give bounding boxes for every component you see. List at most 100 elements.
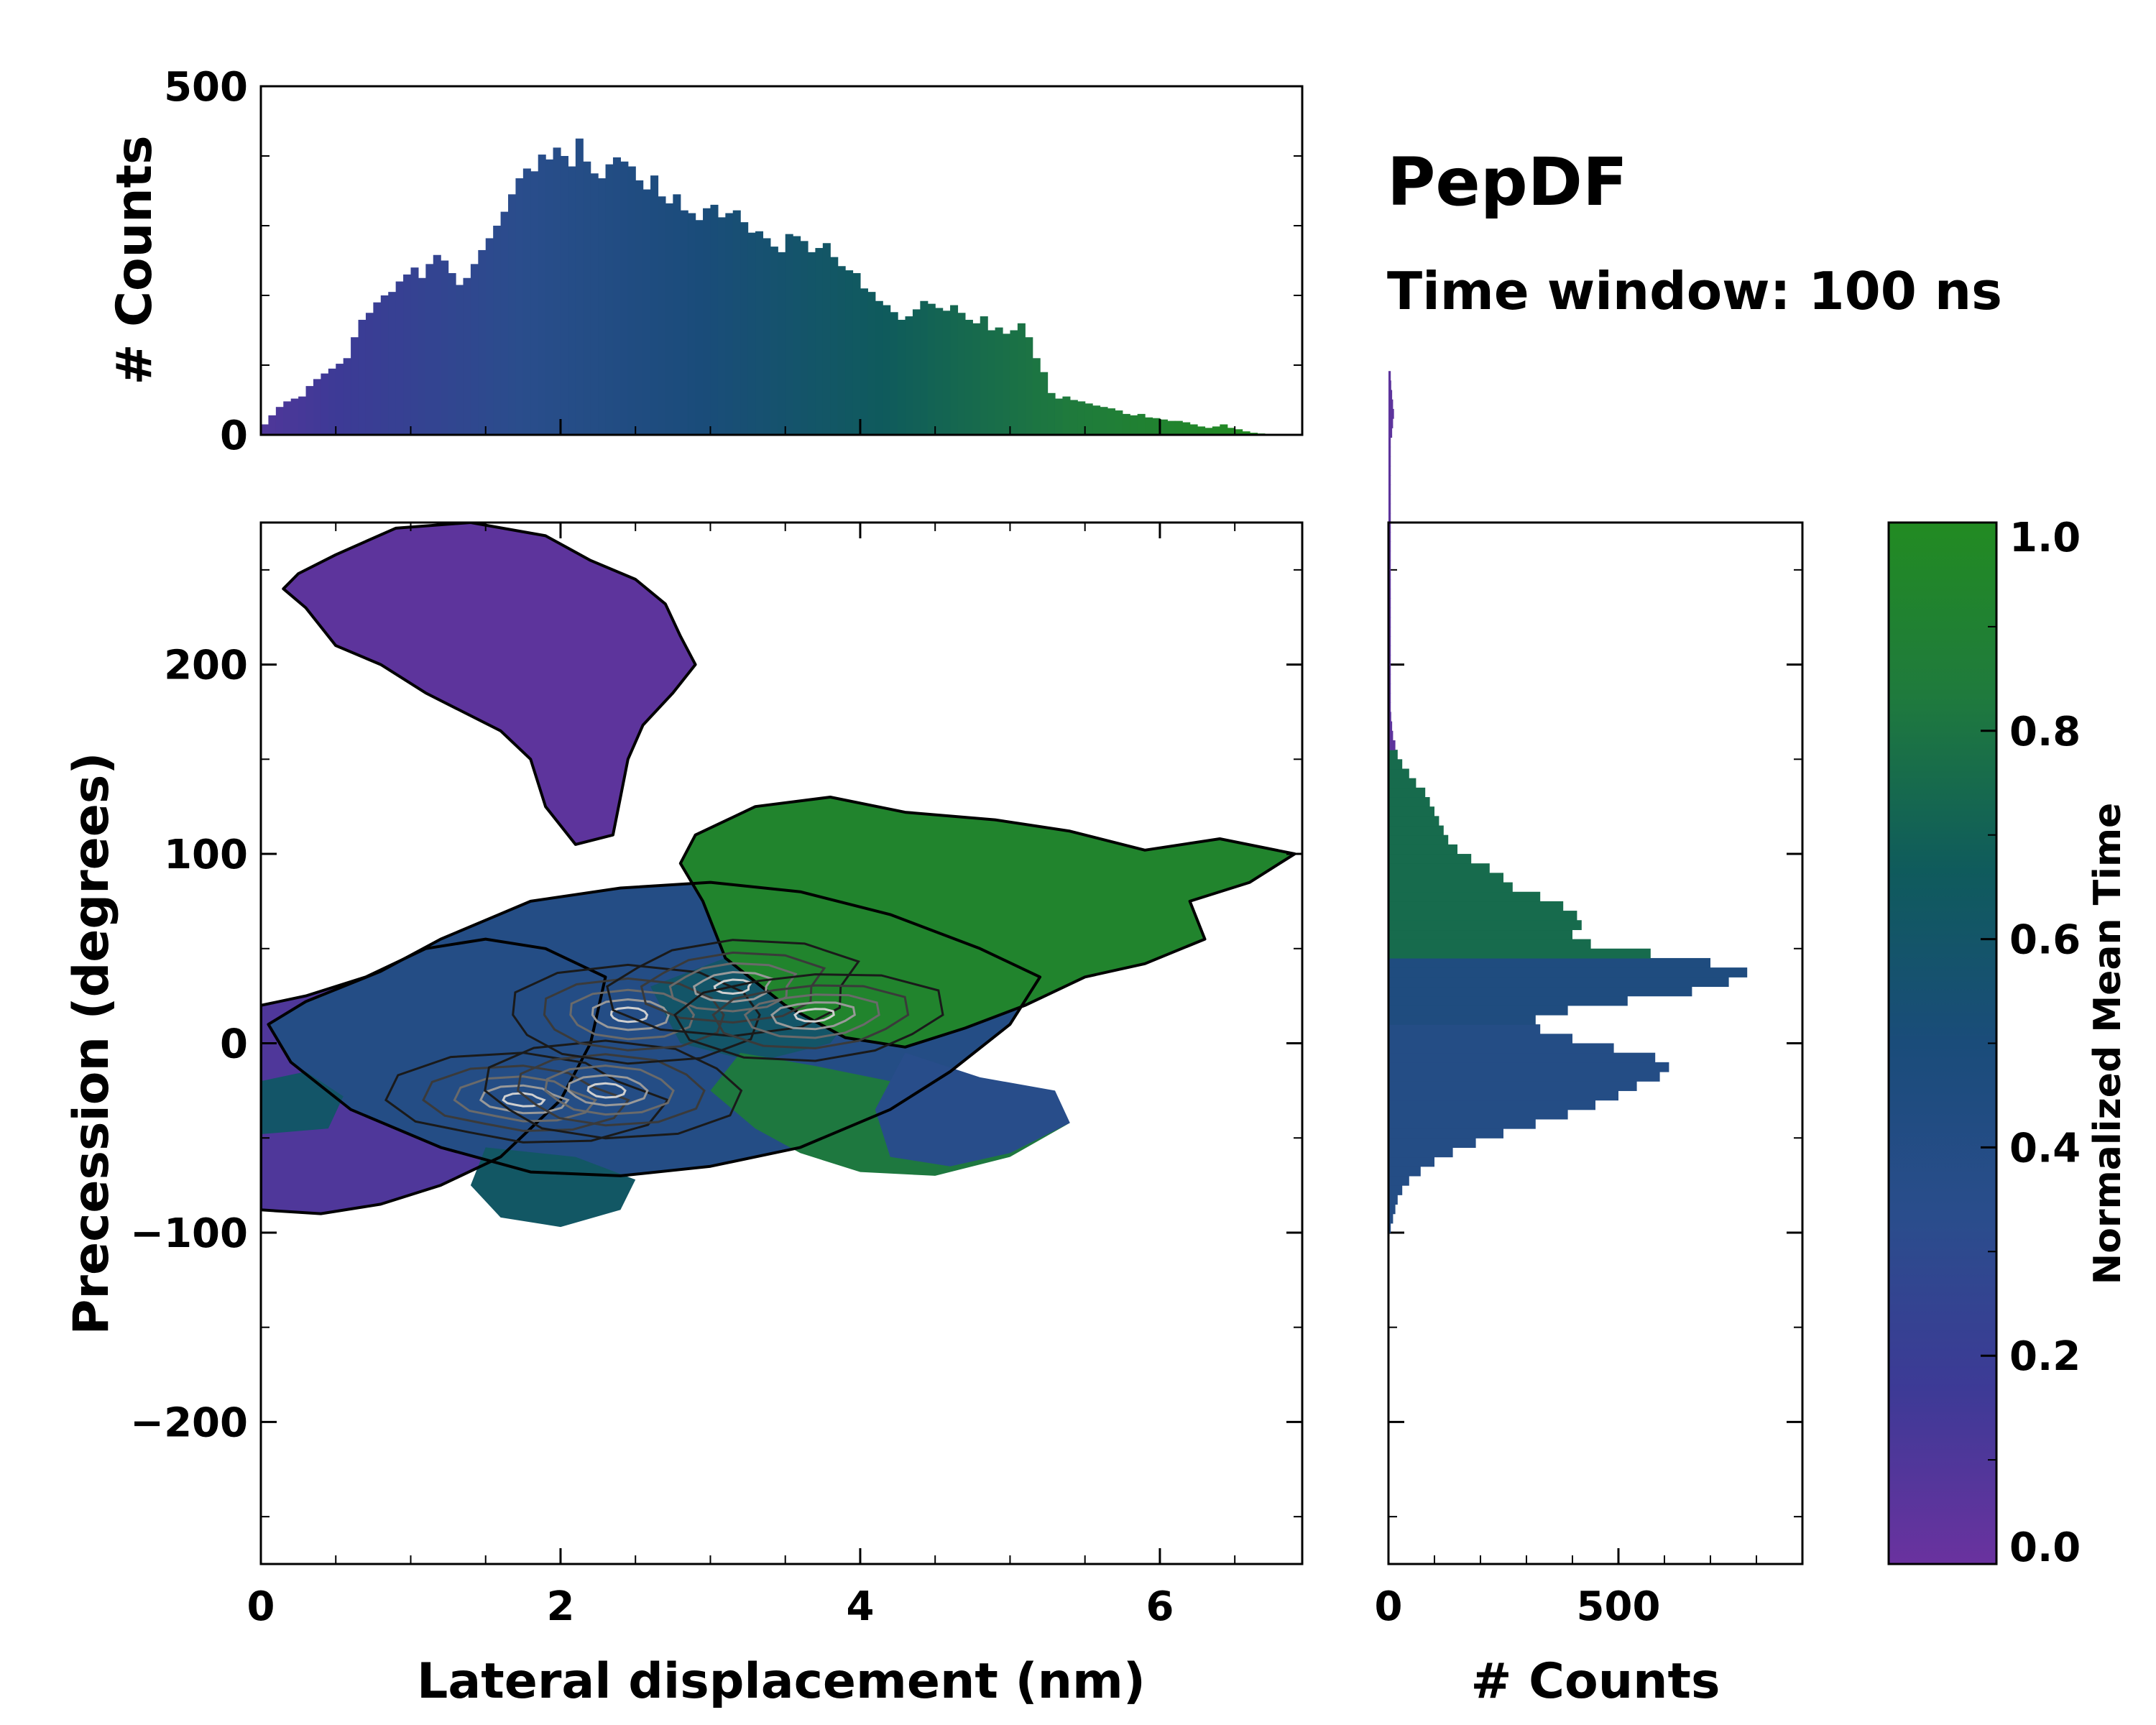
top-histogram-bar	[1010, 330, 1018, 435]
top-histogram-bar	[538, 155, 546, 435]
top-histogram-bar	[343, 358, 351, 435]
top-histogram-bar	[328, 368, 336, 435]
top-histogram-ylabel: # Counts	[106, 135, 163, 385]
colorbar-gradient	[1889, 523, 1996, 1564]
top-histogram-bar	[1182, 422, 1191, 435]
top-histogram-bar	[920, 300, 929, 435]
top-histogram-bar	[830, 257, 839, 435]
top-histogram-bar	[935, 308, 944, 435]
top-histogram-bar	[1227, 428, 1235, 435]
top-histogram-bar	[665, 203, 673, 435]
top-histogram-bar	[778, 252, 786, 435]
contour-level	[692, 970, 774, 1003]
top-histogram-bar	[403, 274, 412, 435]
top-histogram-bar	[1152, 418, 1161, 435]
right-histogram-bar	[1388, 523, 1391, 533]
right-histogram-bar	[1388, 1175, 1409, 1186]
top-histogram-bar	[358, 319, 367, 435]
top-histogram-bar	[313, 379, 321, 435]
right-histogram-bar	[1388, 390, 1393, 400]
main-heatmap: 0 2 4 6 −200 −100 0 100 200 Lateral displacement…	[63, 419, 1802, 1710]
top-histogram-bar	[418, 277, 426, 435]
right-histogram-bar	[1388, 1223, 1391, 1233]
contour-level	[453, 1075, 598, 1123]
right-histogram-bar	[1388, 929, 1572, 940]
right-histogram-bar	[1388, 967, 1748, 978]
top-histogram-bar	[807, 252, 816, 435]
contour-level	[793, 1008, 835, 1023]
right-histogram-bar	[1388, 541, 1391, 552]
top-histogram-bar	[1220, 424, 1228, 435]
top-histogram-bar	[770, 247, 778, 435]
top-histogram-bar	[837, 266, 846, 435]
x-tick-label: 2	[546, 1583, 574, 1630]
top-histogram-bar	[950, 305, 959, 435]
top-histogram-bar	[568, 166, 576, 436]
top-histogram-bar	[1054, 398, 1064, 435]
top-histogram-bar	[261, 424, 270, 435]
top-histogram-bar	[763, 238, 771, 435]
top-histogram-bar	[1137, 413, 1146, 435]
right-histogram-bar	[1388, 901, 1564, 911]
top-histogram-bar	[1189, 424, 1198, 435]
top-histogram-bar	[1069, 400, 1078, 435]
contour-level	[770, 1001, 856, 1031]
top-histogram-bar	[867, 292, 876, 435]
contour-level	[384, 1052, 670, 1144]
top-histogram-bar	[410, 267, 419, 435]
y-tick-label: −200	[130, 1399, 248, 1446]
top-histogram-bar	[1115, 410, 1123, 435]
top-histogram-bar	[635, 180, 644, 435]
contour-level	[591, 998, 671, 1031]
right-histogram-bar	[1388, 863, 1490, 873]
contour-level	[502, 1092, 546, 1108]
top-histogram-bar	[942, 310, 951, 435]
right-histogram-bar	[1388, 759, 1403, 770]
top-histogram-bar	[1159, 419, 1168, 435]
top-histogram-bar	[987, 330, 996, 435]
top-histogram-bar	[785, 234, 793, 435]
right-histogram-bar	[1388, 1138, 1476, 1148]
top-histogram-bar	[583, 161, 591, 435]
top-histogram-bar	[822, 243, 831, 435]
x-tick-label: 4	[846, 1583, 874, 1630]
right-histogram-bar	[1388, 939, 1591, 949]
top-histogram-bar	[642, 189, 651, 435]
top-y-tick-label: 0	[220, 413, 248, 459]
top-histogram-bar	[456, 285, 464, 435]
right-histogram-bar	[1388, 560, 1391, 571]
right-histogram-bar	[1388, 740, 1396, 750]
colorbar-tick-label: 0.0	[2009, 1524, 2081, 1571]
chart-title: PepDF	[1387, 144, 1628, 221]
top-histogram-bar	[620, 161, 629, 435]
right-histogram-bar	[1388, 834, 1449, 845]
right-histogram-bar	[1388, 1109, 1568, 1120]
colorbar-frame	[1887, 521, 1998, 1565]
right-histogram-ticks: 0 500	[1375, 1548, 1757, 1630]
right-histogram-bar	[1388, 1081, 1637, 1091]
right-histogram-bar	[1388, 1043, 1614, 1054]
top-histogram-bar	[560, 156, 568, 435]
top-histogram-bar	[995, 327, 1003, 435]
contour-level	[668, 962, 798, 1013]
right-histogram-bar	[1388, 673, 1391, 684]
top-histogram-bar	[283, 401, 292, 435]
top-histogram-bar	[425, 264, 434, 435]
contour-level	[640, 951, 826, 1024]
heatmap-region-upper-lobe	[283, 523, 696, 845]
right-histogram-bar	[1388, 730, 1393, 741]
right-histogram-bar	[1388, 1147, 1453, 1158]
right-histogram-bar	[1388, 418, 1393, 428]
top-histogram-bar	[898, 319, 906, 435]
right-histogram-bar	[1388, 475, 1391, 485]
top-histogram-bar	[508, 194, 517, 435]
top-histogram-bar	[305, 386, 314, 435]
x-tick-label: 6	[1146, 1583, 1174, 1630]
x-tick-label: 0	[247, 1583, 275, 1630]
right-histogram-bar	[1388, 484, 1391, 495]
top-histogram-bar	[800, 241, 808, 435]
top-histogram-bar	[732, 210, 741, 435]
top-histogram-bar	[1107, 408, 1115, 435]
top-histogram-bar	[373, 302, 382, 435]
top-histogram-bars	[261, 138, 1273, 436]
